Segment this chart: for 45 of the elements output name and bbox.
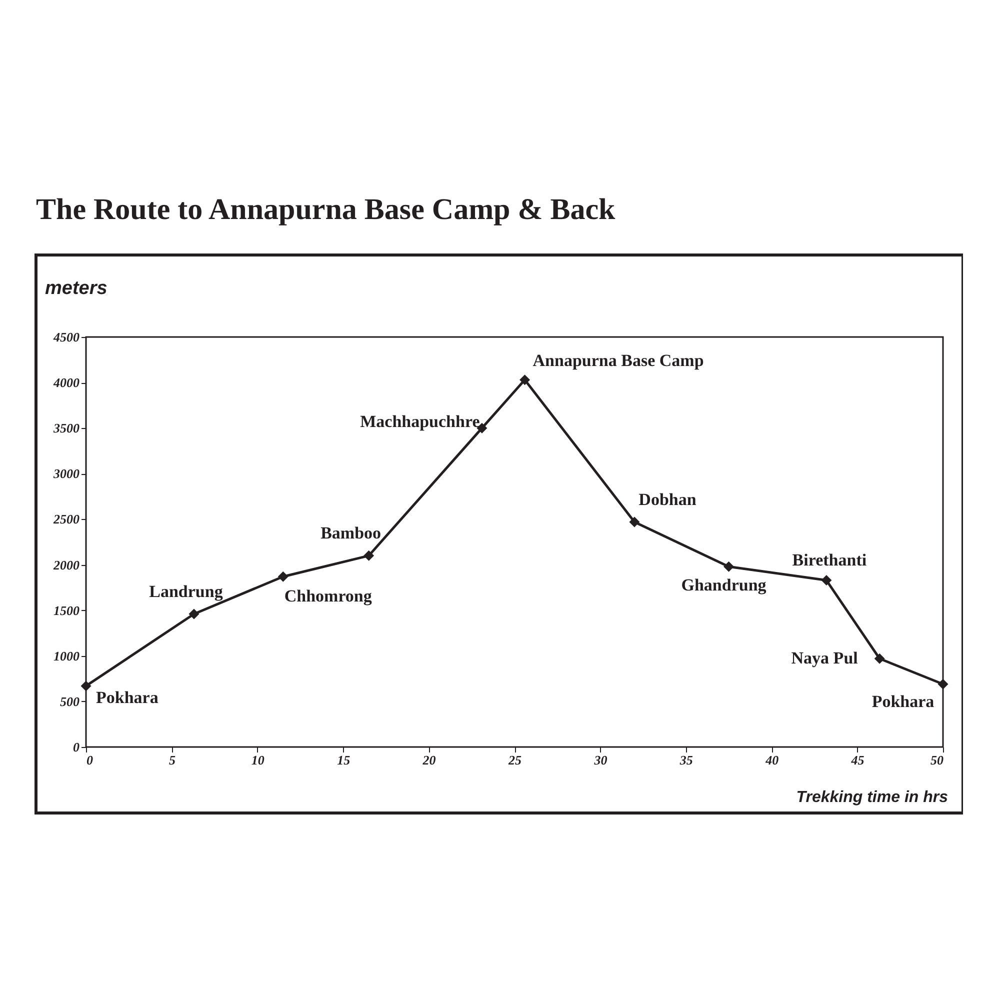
point bbox=[188, 608, 200, 620]
annotation: Machhapuchhre bbox=[360, 412, 480, 432]
x-tick-label: 35 bbox=[678, 752, 694, 768]
annotation: Chhomrong bbox=[284, 586, 372, 606]
x-tick-label: 20 bbox=[422, 752, 436, 768]
annotation: Annapurna Base Camp bbox=[532, 350, 704, 370]
y-tick-label: 2000 bbox=[52, 557, 80, 572]
x-tick-label: 10 bbox=[251, 752, 265, 768]
y-tick-label: 500 bbox=[60, 694, 80, 709]
annotation: Pokhara bbox=[96, 688, 159, 707]
point bbox=[629, 516, 640, 528]
x-tick-label: 25 bbox=[508, 752, 522, 768]
y-tick-label: 1500 bbox=[54, 602, 80, 618]
annotation: Pokhara bbox=[872, 692, 935, 712]
x-tick-label: 0 bbox=[86, 752, 94, 768]
x-tick-label: 15 bbox=[337, 752, 351, 768]
point bbox=[821, 575, 832, 586]
chart-title: The Route to Annapurna Base Camp & Back bbox=[36, 193, 616, 226]
annotation: Bamboo bbox=[320, 524, 382, 543]
point bbox=[278, 571, 288, 582]
point bbox=[520, 374, 530, 386]
point bbox=[874, 653, 885, 664]
annotation: Birethanti bbox=[792, 550, 867, 570]
y-tick-label: 0 bbox=[73, 740, 80, 754]
y-tick-label: 1000 bbox=[54, 648, 80, 664]
x-tick-label: 5 bbox=[168, 752, 176, 768]
x-tick-label: 50 bbox=[930, 752, 944, 768]
y-tick-label: 4500 bbox=[52, 330, 80, 344]
point bbox=[364, 550, 374, 561]
x-axis-title: Trekking time in hrs bbox=[796, 789, 948, 806]
annotation: Ghandrung bbox=[681, 576, 767, 595]
y-tick-label: 2500 bbox=[52, 512, 80, 527]
point bbox=[938, 678, 948, 690]
x-tick-label: 45 bbox=[850, 752, 865, 768]
y-axis-title: meters bbox=[45, 278, 108, 299]
point bbox=[80, 680, 92, 692]
annotation: Landrung bbox=[149, 582, 224, 601]
annotation: Naya Pul bbox=[791, 648, 858, 668]
point bbox=[724, 561, 734, 572]
y-tick-label: 3000 bbox=[52, 466, 80, 482]
x-tick-label: 30 bbox=[593, 752, 608, 768]
x-tick-label: 40 bbox=[764, 752, 780, 768]
y-tick-label: 3500 bbox=[52, 420, 80, 436]
annotation: Dobhan bbox=[638, 490, 697, 509]
y-tick-label: 4000 bbox=[52, 375, 80, 390]
